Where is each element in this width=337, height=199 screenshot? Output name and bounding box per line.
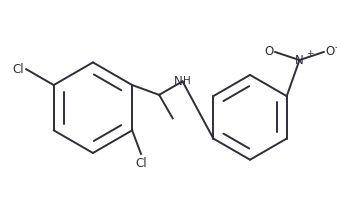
Text: N: N [295, 54, 304, 67]
Text: H: H [183, 76, 190, 86]
Text: O: O [264, 46, 273, 59]
Text: Cl: Cl [13, 63, 24, 76]
Text: -: - [334, 42, 337, 52]
Text: Cl: Cl [135, 157, 147, 170]
Text: O: O [326, 46, 335, 59]
Text: N: N [174, 75, 183, 88]
Text: +: + [306, 49, 314, 58]
